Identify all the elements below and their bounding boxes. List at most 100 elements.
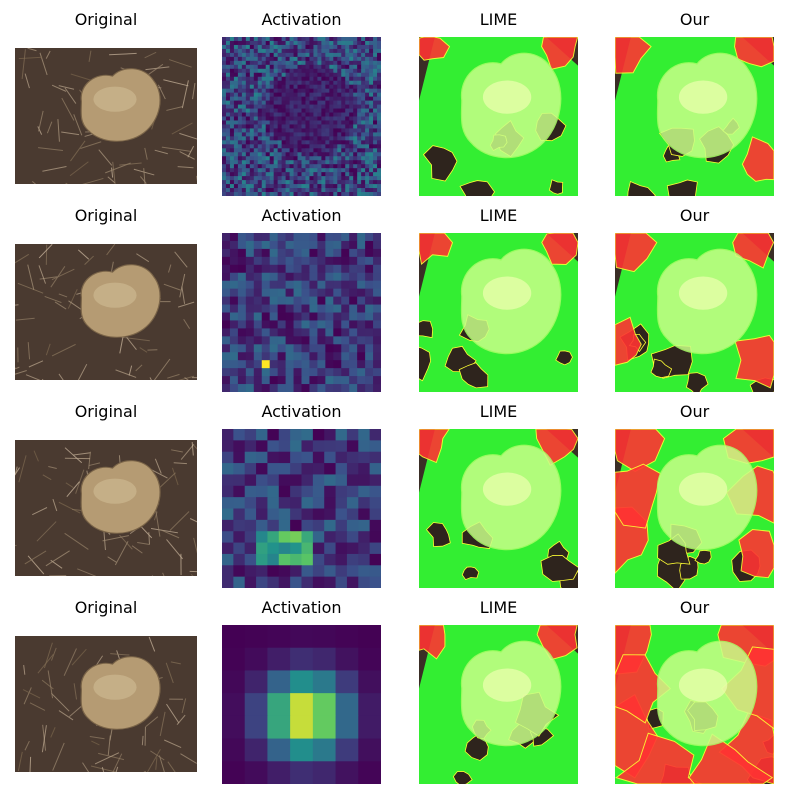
heatmap-cell — [349, 289, 357, 297]
heatmap-cell — [329, 97, 333, 101]
heatmap-cell — [230, 81, 234, 85]
heatmap-cell — [230, 61, 234, 65]
heatmap-cell — [250, 57, 254, 61]
heatmap-cell — [230, 172, 234, 176]
heatmap-cell — [278, 320, 286, 328]
heatmap-cell — [373, 168, 377, 172]
heatmap-cell — [222, 37, 226, 41]
heatmap-cell — [349, 384, 357, 392]
heatmap-cell — [222, 168, 226, 172]
heatmap-cell — [262, 45, 266, 49]
heatmap-cell — [321, 156, 325, 160]
heatmap-cell — [267, 429, 279, 441]
heatmap-cell — [353, 160, 357, 164]
heatmap-cell — [294, 41, 298, 45]
heatmap-cell — [357, 249, 365, 257]
heatmap-cell — [302, 577, 314, 588]
heatmap-cell — [365, 132, 369, 136]
heatmap-cell — [254, 109, 258, 113]
heatmap-cell — [298, 192, 302, 196]
heatmap-cell — [357, 360, 365, 368]
heatmap-cell — [325, 53, 329, 57]
heatmap-cell — [329, 148, 333, 152]
heatmap-cell — [370, 509, 381, 521]
heatmap-cell — [282, 136, 286, 140]
heatmap-cell — [254, 120, 258, 124]
heatmap-cell — [377, 188, 381, 192]
heatmap-cell — [317, 297, 325, 305]
heatmap-cell — [270, 85, 274, 89]
heatmap-cell — [238, 152, 242, 156]
heatmap-cell — [294, 297, 302, 305]
original-panel: Original — [15, 599, 197, 772]
heatmap-cell — [345, 109, 349, 113]
heatmap-cell — [305, 49, 309, 53]
heatmap-cell — [250, 188, 254, 192]
heatmap-cell — [298, 164, 302, 168]
heatmap-cell — [365, 73, 369, 77]
heatmap-cell — [325, 376, 333, 384]
heatmap-cell — [245, 761, 268, 784]
heatmap-cell — [258, 69, 262, 73]
heatmap-cell — [262, 65, 266, 69]
heatmap-cell — [233, 429, 245, 441]
heatmap-cell — [222, 648, 245, 671]
heatmap-cell — [313, 53, 317, 57]
heatmap-cell — [222, 160, 226, 164]
heatmap-cell — [266, 140, 270, 144]
heatmap-cell — [298, 65, 302, 69]
heatmap-cell — [333, 376, 341, 384]
heatmap-cell — [238, 184, 242, 188]
heatmap-cell — [222, 565, 234, 577]
heatmap-cell — [298, 124, 302, 128]
heatmap-cell — [279, 554, 291, 566]
heatmap-cell — [357, 73, 361, 77]
heatmap-cell — [262, 188, 266, 192]
heatmap-cell — [294, 101, 298, 105]
heatmap-cell — [361, 140, 365, 144]
heatmap-cell — [370, 531, 381, 543]
heatmap-cell — [294, 192, 298, 196]
panel-title: Activation — [222, 207, 381, 225]
heatmap-cell — [234, 61, 238, 65]
heatmap-cell — [278, 101, 282, 105]
heatmap-cell — [226, 128, 230, 132]
heatmap-cell — [238, 77, 242, 81]
heatmap-cell — [258, 53, 262, 57]
heatmap-cell — [258, 105, 262, 109]
heatmap-cell — [357, 313, 365, 321]
heatmap-cell — [290, 49, 294, 53]
heatmap-cell — [254, 180, 258, 184]
heatmap-cell — [357, 164, 361, 168]
heatmap-cell — [317, 37, 321, 41]
panel-title: LIME — [419, 207, 578, 225]
heatmap-cell — [250, 148, 254, 152]
heatmap-cell — [258, 37, 262, 41]
heatmap-cell — [250, 109, 254, 113]
heatmap-cell — [242, 113, 246, 117]
heatmap-cell — [254, 65, 258, 69]
heatmap-cell — [238, 257, 246, 265]
heatmap-cell — [357, 113, 361, 117]
heatmap-cell — [347, 452, 359, 464]
heatmap-cell — [230, 257, 238, 265]
heatmap-cell — [250, 156, 254, 160]
heatmap-cell — [337, 180, 341, 184]
heatmap-cell — [234, 136, 238, 140]
heatmap-cell — [324, 486, 336, 498]
heatmap-cell — [286, 184, 290, 188]
heatmap-cell — [357, 45, 361, 49]
heatmap-cell — [336, 693, 359, 716]
heatmap-cell — [256, 531, 268, 543]
heatmap-cell — [294, 320, 302, 328]
heatmap-cell — [337, 184, 341, 188]
heatmap-cell — [317, 45, 321, 49]
heatmap-cell — [325, 265, 333, 273]
heatmap-cell — [302, 49, 306, 53]
heatmap-cell — [278, 184, 282, 188]
heatmap-cell — [349, 93, 353, 97]
heatmap-cell — [305, 128, 309, 132]
heatmap-cell — [246, 281, 254, 289]
heatmap-cell — [270, 120, 274, 124]
heatmap-cell — [290, 57, 294, 61]
